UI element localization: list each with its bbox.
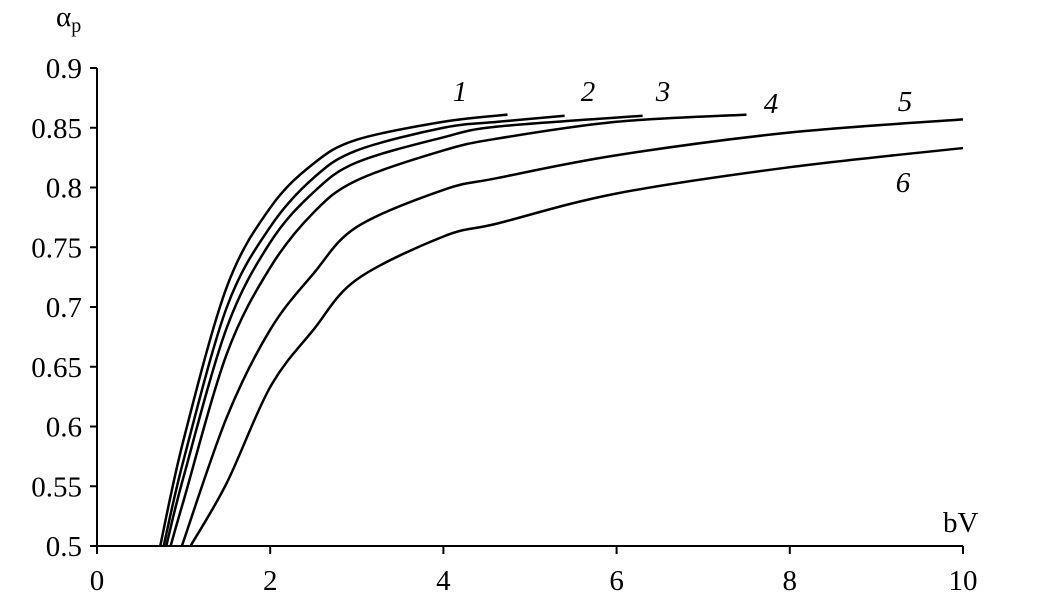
x-tick-label: 2 [263, 565, 278, 597]
series-line-1 [158, 113, 508, 547]
y-axis-label: αp [56, 1, 81, 37]
x-tick-label: 10 [949, 565, 978, 597]
x-tick-label: 8 [783, 565, 798, 597]
series-label: 2 [581, 76, 596, 108]
series-line-3 [165, 114, 643, 547]
series-line-6 [189, 146, 964, 547]
x-tick-label: 0 [90, 565, 105, 597]
x-ticks: 0 2 4 6 8 10 [90, 546, 978, 597]
y-tick-label: 0.9 [46, 53, 82, 85]
series-label: 3 [655, 76, 671, 108]
series-label: 1 [453, 76, 468, 108]
y-tick-label: 0.8 [46, 173, 82, 205]
y-ticks: 0.5 0.55 0.6 0.65 0.7 0.75 0.8 0.85 0.9 [31, 53, 97, 563]
y-tick-label: 0.75 [31, 232, 82, 264]
y-tick-label: 0.7 [46, 292, 82, 324]
series-line-2 [162, 114, 565, 547]
series-label: 5 [898, 86, 913, 118]
y-tick-label: 0.6 [46, 412, 82, 444]
series-line-4 [169, 113, 747, 547]
y-axis-label-sub: p [71, 15, 81, 37]
series-label: 4 [764, 88, 779, 120]
x-tick-label: 6 [609, 565, 624, 597]
y-tick-label: 0.55 [31, 471, 82, 503]
series-label: 6 [896, 167, 911, 199]
series-lines [158, 113, 964, 547]
series-line-5 [180, 118, 964, 547]
y-axis-label-main: α [56, 1, 71, 33]
y-tick-label: 0.5 [46, 531, 82, 563]
series-labels: 1 2 3 4 5 6 [453, 76, 913, 199]
y-tick-label: 0.65 [31, 352, 82, 384]
x-tick-label: 4 [436, 565, 451, 597]
y-tick-label: 0.85 [31, 113, 82, 145]
x-axis-label: bV [943, 507, 979, 539]
